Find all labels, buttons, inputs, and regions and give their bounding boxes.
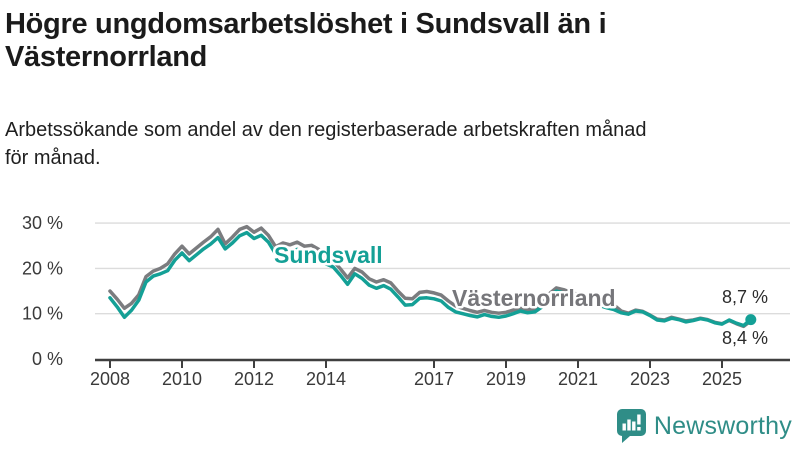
x-tick-label-2010: 2010: [162, 369, 202, 389]
title-line-2: Västernorrland: [5, 41, 208, 73]
y-tick-label-10: 10 %: [22, 304, 63, 324]
logo-bar-3: [631, 421, 636, 431]
x-tick-label-2023: 2023: [630, 369, 670, 389]
x-tick-label-2019: 2019: [486, 369, 526, 389]
end-value-label-sundsvall: 8,7 %: [722, 287, 768, 307]
subtitle-line-1: Arbetssökande som andel av den registerb…: [5, 119, 647, 141]
x-tick-label-2017: 2017: [414, 369, 454, 389]
subtitle-line-2: för månad.: [5, 147, 101, 169]
newsworthy-logo: Newsworthy: [616, 408, 792, 444]
chart-subtitle: Arbetssökande som andel av den registerb…: [5, 116, 793, 172]
y-tick-label-20: 20 %: [22, 258, 63, 278]
x-tick-label-2008: 2008: [90, 369, 130, 389]
x-tick-label-2025: 2025: [702, 369, 742, 389]
x-tick-label-2012: 2012: [234, 369, 274, 389]
x-tick-label-2014: 2014: [306, 369, 346, 389]
x-tick-label-2021: 2021: [558, 369, 598, 389]
logo-exclamation-dot: [637, 427, 641, 431]
series-line-sundsvall: [108, 230, 753, 328]
series-label-sundsvall: Sundsvall: [274, 242, 383, 268]
newsworthy-logo-icon: [616, 409, 646, 443]
logo-bar-1: [622, 423, 626, 431]
logo-bar-2: [627, 419, 631, 431]
y-tick-label-0: 0 %: [32, 349, 63, 369]
y-tick-label-30: 30 %: [22, 213, 63, 233]
page-title: Högre ungdomsarbetslöshet i Sundsvall än…: [5, 8, 775, 74]
end-value-label-vasternorrland: 8,4 %: [722, 328, 768, 348]
last-point-dot: [745, 314, 757, 326]
logo-exclamation-bar: [637, 414, 641, 425]
logo-bubble: [616, 409, 646, 443]
newsworthy-logo-text: Newsworthy: [653, 411, 792, 440]
series-label-vasternorrland: Västernorrland: [452, 285, 616, 311]
title-line-1: Högre ungdomsarbetslöshet i Sundsvall än…: [5, 8, 607, 40]
series-line-vasternorrland: [108, 224, 753, 329]
